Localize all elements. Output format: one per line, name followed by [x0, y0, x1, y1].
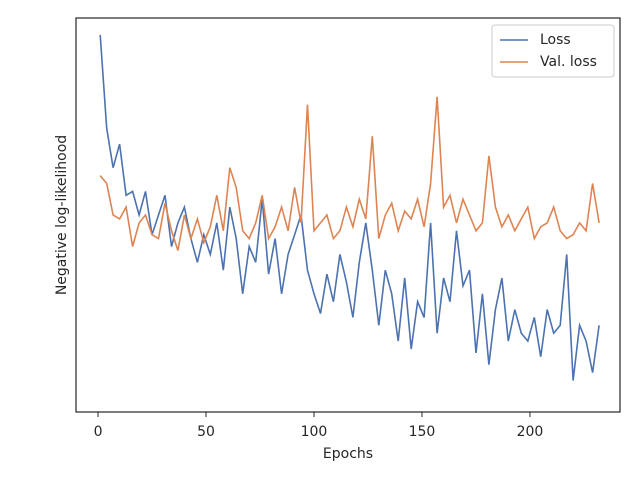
- x-tick-label: 150: [409, 424, 436, 440]
- x-tick-label: 50: [197, 424, 215, 440]
- series-line: [99, 34, 600, 381]
- x-tick-label: 0: [94, 424, 103, 440]
- plot-frame: [75, 17, 621, 413]
- legend-box: [491, 24, 615, 78]
- series-line: [99, 96, 600, 251]
- x-tick-label: 100: [301, 424, 328, 440]
- legend-label: Loss: [540, 32, 571, 48]
- x-axis-label: Epochs: [323, 446, 373, 462]
- legend-label: Val. loss: [540, 54, 597, 70]
- x-tick-label: 200: [517, 424, 544, 440]
- y-axis-label: Negative log-likelihood: [54, 135, 70, 295]
